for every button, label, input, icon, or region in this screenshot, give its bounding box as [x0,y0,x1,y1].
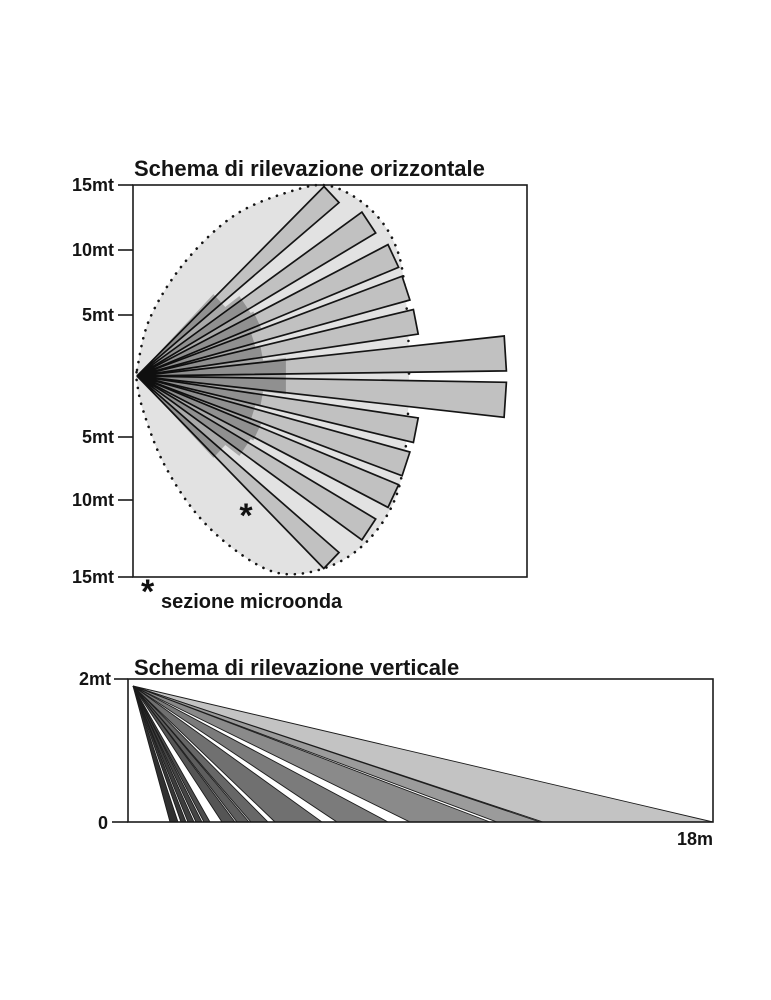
pir-beam [136,185,341,377]
near-range-dark-zone [137,294,286,458]
tick-label-15mt-bottom: 15mt [72,567,114,587]
legend-label: sezione microonda [161,591,343,613]
tick-label-5mt-bottom: 5mt [82,427,114,447]
pir-beam [136,375,411,477]
pir-beam [136,243,400,377]
tick-label-15mt-top: 15mt [72,175,114,195]
pir-beam [136,375,508,419]
tick-label-10mt-bottom: 10mt [72,490,114,510]
near-range-zone-overlay [137,294,286,458]
pir-beam [136,375,341,570]
pir-beam [136,275,411,377]
legend-asterisk: * [141,573,155,611]
horizontal-diagram-title: Schema di rilevazione orizzontale [134,156,485,181]
legend: * sezione microonda [141,573,343,613]
ground-label: 0 [98,813,108,833]
pir-beam [136,375,400,509]
tick-label-5mt-top: 5mt [82,305,114,325]
tick-label-10mt-top: 10mt [72,240,114,260]
vertical-pir-beams [132,685,714,823]
pir-beam [136,375,377,542]
vertical-detection-diagram: Schema di rilevazione verticale 2mt 0 18… [79,655,714,849]
microwave-marker-asterisk: * [239,497,253,535]
max-range-label: 18m [677,829,713,849]
pir-beam [136,308,420,377]
distance-axis: 15mt 10mt 5mt 5mt 10mt 15mt [72,175,133,587]
vertical-diagram-title: Schema di rilevazione verticale [134,655,459,680]
horizontal-pir-beams [136,185,508,570]
horizontal-diagram-frame [132,184,528,578]
mount-height-label: 2mt [79,669,111,689]
vertical-diagram-frame [127,678,714,823]
pir-beam [136,375,420,444]
pir-beam [136,210,377,377]
horizontal-detection-diagram: Schema di rilevazione orizzontale 15mt 1… [72,156,528,613]
pir-beam [136,335,508,377]
